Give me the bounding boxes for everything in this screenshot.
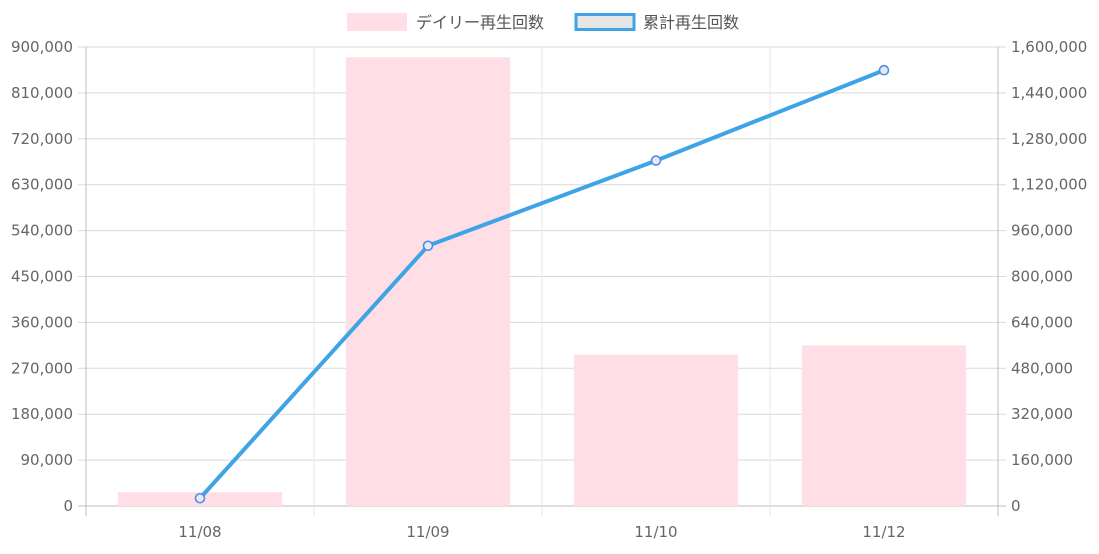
line-cumulative-plays [198, 68, 885, 500]
axis-layer: 0 0 90,000 160,000 180,000 320,000 270,000 480,… [11, 38, 1087, 541]
x-tick-label: 11/09 [406, 523, 449, 541]
y-right-tick-label: 320,000 [1011, 405, 1073, 423]
bar-daily-plays[interactable] [801, 345, 967, 506]
y-left-tick-label: 360,000 [11, 313, 73, 331]
legend-label-cumulative: 累計再生回数 [643, 13, 739, 32]
y-left-tick-label: 90,000 [21, 451, 74, 469]
y-right-tick-label: 1,280,000 [1011, 130, 1087, 148]
x-tick-label: 11/10 [634, 523, 677, 541]
legend-label-daily: デイリー再生回数 [416, 13, 544, 32]
y-left-tick-label: 900,000 [11, 38, 73, 56]
y-left-tick-label: 180,000 [11, 405, 73, 423]
y-right-tick-label: 160,000 [1011, 451, 1073, 469]
line-layer [194, 64, 890, 504]
point-cumulative-plays[interactable] [194, 492, 206, 504]
y-left-tick-label: 810,000 [11, 84, 73, 102]
bar-layer [117, 57, 967, 506]
point-cumulative-plays[interactable] [878, 64, 890, 76]
bar-daily-plays[interactable] [573, 354, 739, 506]
legend-swatch-cumulative[interactable] [574, 13, 636, 31]
point-cumulative-plays[interactable] [650, 155, 662, 166]
point-cumulative-plays[interactable] [422, 240, 434, 252]
y-right-tick-label: 640,000 [1011, 313, 1073, 331]
y-right-tick-label: 0 [1011, 497, 1021, 515]
y-left-tick-label: 630,000 [11, 176, 73, 194]
y-left-tick-label: 540,000 [11, 222, 73, 240]
y-right-tick-label: 960,000 [1011, 222, 1073, 240]
y-right-tick-label: 1,600,000 [1011, 38, 1087, 56]
y-left-tick-label: 0 [63, 497, 73, 515]
legend-swatch-daily[interactable] [347, 13, 407, 31]
y-left-tick-label: 270,000 [11, 359, 73, 377]
y-right-tick-label: 800,000 [1011, 268, 1073, 286]
x-tick-label: 11/08 [178, 523, 221, 541]
y-left-tick-label: 450,000 [11, 268, 73, 286]
y-right-tick-label: 480,000 [1011, 359, 1073, 377]
x-tick-label: 11/12 [862, 523, 905, 541]
legend[interactable]: デイリー再生回数 累計再生回数 [347, 13, 739, 32]
bar-daily-plays[interactable] [345, 57, 511, 506]
grid-layer [78, 46, 1006, 516]
y-left-tick-label: 720,000 [11, 130, 73, 148]
y-right-tick-label: 1,120,000 [1011, 176, 1087, 194]
y-right-tick-label: 1,440,000 [1011, 84, 1087, 102]
